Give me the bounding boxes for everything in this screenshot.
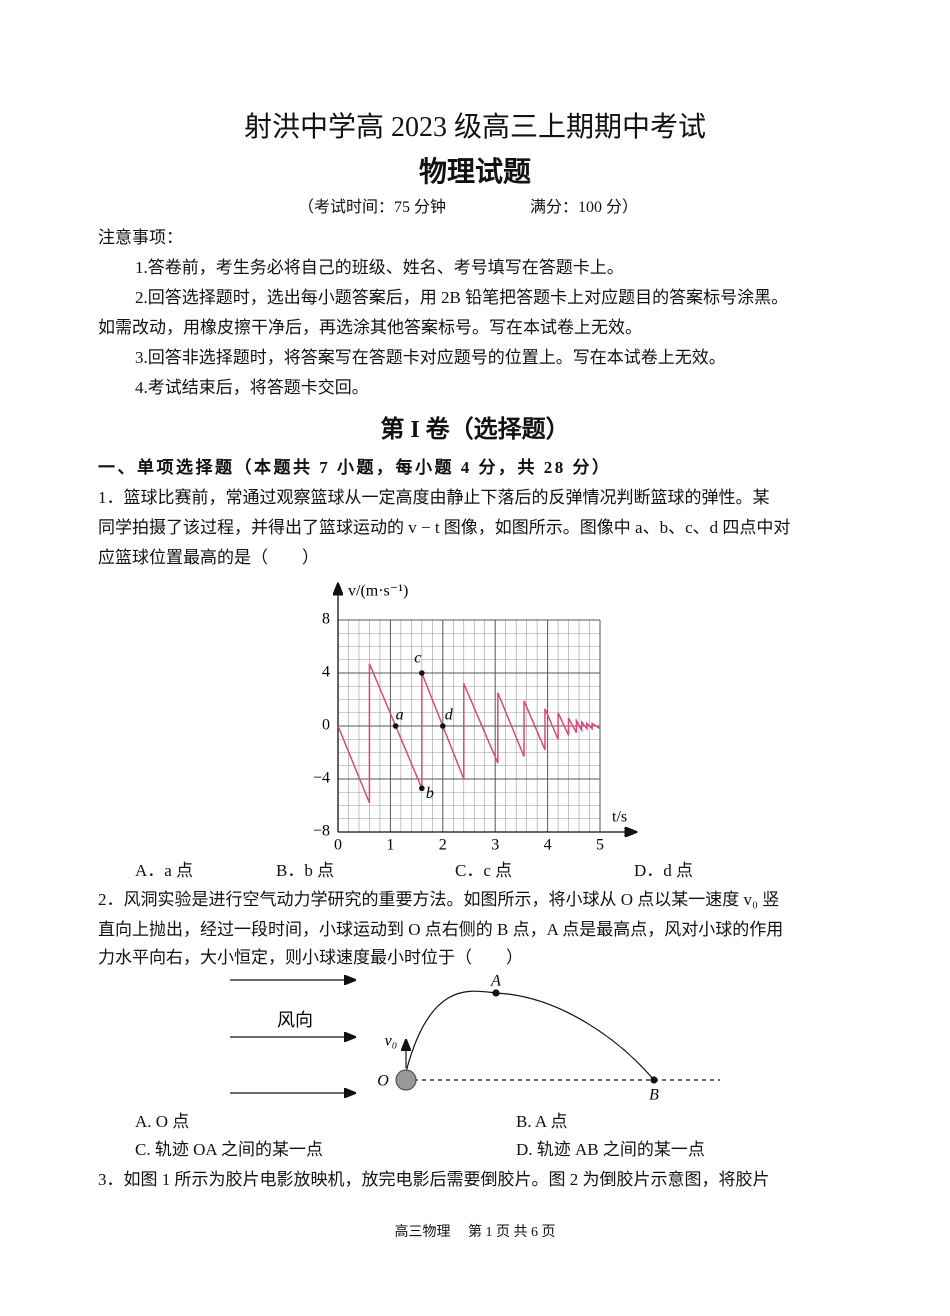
marked-point bbox=[419, 670, 425, 676]
point-label: c bbox=[414, 650, 421, 667]
y-axis-label: v/(m·s⁻¹) bbox=[348, 583, 408, 600]
y-tick-label: 0 bbox=[322, 717, 330, 734]
option: B．b 点 bbox=[276, 861, 335, 880]
v-t-line bbox=[337, 663, 601, 804]
marked-point bbox=[440, 723, 446, 729]
wind-diagram bbox=[230, 980, 720, 1093]
marked-point bbox=[392, 723, 399, 729]
x-tick-label: 1 bbox=[386, 837, 394, 854]
option: A. O 点 bbox=[135, 1112, 190, 1131]
point-label: d bbox=[445, 707, 454, 724]
point-a: A bbox=[490, 973, 501, 990]
option: D. 轨迹 AB 之间的某一点 bbox=[516, 1140, 705, 1159]
v0-label: v₀ bbox=[385, 1033, 398, 1050]
option: D．d 点 bbox=[634, 861, 694, 880]
section-heading: 一、单项选择题（本题共 7 小题，每小题 4 分，共 28 分） bbox=[98, 458, 612, 477]
x-tick-label: 4 bbox=[544, 837, 552, 854]
note-line: 1.答卷前，考生务必将自己的班级、姓名、考号填写在答题卡上。 bbox=[135, 258, 624, 277]
marked-point bbox=[419, 785, 425, 792]
y-tick-label: −4 bbox=[313, 770, 330, 787]
x-tick-label: 5 bbox=[596, 837, 604, 854]
wind-label: 风向 bbox=[277, 1010, 313, 1030]
question-line: 2．风洞实验是进行空气动力学研究的重要方法。如图所示，将小球从 O 点以某一速度… bbox=[98, 890, 780, 909]
footer: 高三物理 第 1 页 共 6 页 bbox=[394, 1225, 556, 1240]
option: B. A 点 bbox=[516, 1112, 568, 1131]
section-title: 第 I 卷（选择题） bbox=[380, 417, 570, 443]
note-line: 如需改动，用橡皮擦干净后，再选涂其他答案标号。写在本试卷上无效。 bbox=[98, 318, 642, 337]
note-line: 2.回答选择题时，选出每小题答案后，用 2B 铅笔把答题卡上对应题目的答案标号涂… bbox=[135, 288, 789, 307]
question-line: 同学拍摄了该过程，并得出了篮球运动的 v − t 图像，如图所示。图像中 a、b… bbox=[98, 518, 791, 537]
question-line: 应篮球位置最高的是（ ） bbox=[98, 548, 319, 567]
note-line: 4.考试结束后，将答题卡交回。 bbox=[135, 378, 369, 397]
x-tick-label: 0 bbox=[334, 837, 342, 854]
y-tick-label: 4 bbox=[322, 664, 330, 681]
question-line: 3．如图 1 所示为胶片电影放映机，放完电影后需要倒胶片。图 2 为倒胶片示意图… bbox=[98, 1170, 770, 1189]
subtitle: 物理试题 bbox=[418, 157, 531, 188]
exam-score: 满分：100 分） bbox=[530, 199, 639, 216]
point-o: O bbox=[377, 1073, 389, 1090]
note-line: 3.回答非选择题时，将答案写在答题卡对应题号的位置上。写在本试卷上无效。 bbox=[135, 348, 726, 367]
point-label: b bbox=[426, 785, 434, 802]
x-axis-label: t/s bbox=[612, 809, 627, 826]
exam-time: （考试时间：75 分钟 bbox=[298, 199, 447, 216]
option: C. 轨迹 OA 之间的某一点 bbox=[135, 1140, 323, 1159]
y-tick-label: 8 bbox=[322, 611, 330, 628]
option: C．c 点 bbox=[455, 861, 513, 880]
notes-heading: 注意事项： bbox=[98, 228, 183, 247]
option: A．a 点 bbox=[135, 861, 194, 880]
title: 射洪中学高 2023 级高三上期期中考试 bbox=[243, 112, 706, 143]
question-line: 力水平向右，大小恒定，则小球速度最小时位于（ ） bbox=[98, 948, 523, 967]
point-b: B bbox=[649, 1087, 659, 1104]
question-line: 1．篮球比赛前，常通过观察篮球从一定高度由静止下落后的反弹情况判断篮球的弹性。某 bbox=[98, 488, 770, 507]
x-tick-label: 3 bbox=[491, 837, 499, 854]
question-line: 直向上抛出，经过一段时间，小球运动到 O 点右侧的 B 点，A 点是最高点，风对… bbox=[98, 920, 784, 939]
point-label: a bbox=[396, 707, 404, 724]
y-tick-label: −8 bbox=[313, 823, 330, 840]
x-tick-label: 2 bbox=[439, 837, 447, 854]
